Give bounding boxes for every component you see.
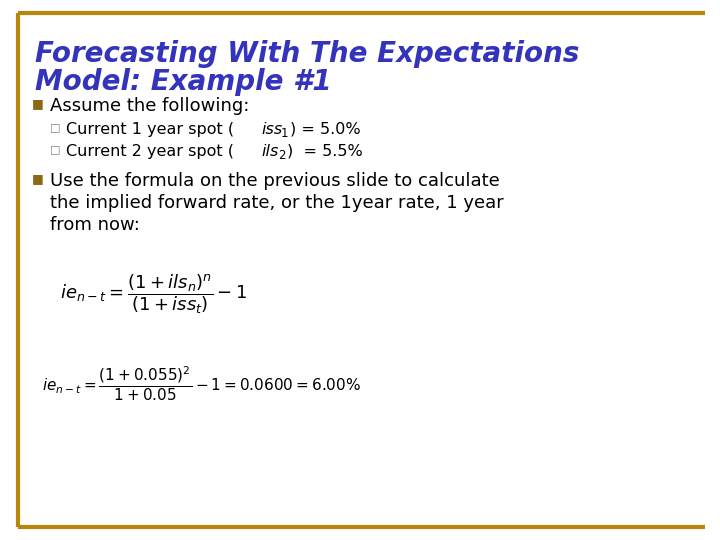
Text: □: □ <box>50 144 60 154</box>
Text: Current 1 year spot (: Current 1 year spot ( <box>66 122 234 137</box>
Text: Use the formula on the previous slide to calculate: Use the formula on the previous slide to… <box>50 172 500 190</box>
Text: □: □ <box>50 122 60 132</box>
Text: 2: 2 <box>278 149 286 162</box>
Text: iss: iss <box>261 122 282 137</box>
Text: )  = 5.5%: ) = 5.5% <box>287 144 363 159</box>
Text: $ie_{n-t} = \dfrac{(1+0.055)^2}{1+0.05} - 1 = 0.0600 = 6.00\%$: $ie_{n-t} = \dfrac{(1+0.055)^2}{1+0.05} … <box>42 365 361 403</box>
Text: Model: Example #1: Model: Example #1 <box>35 68 332 96</box>
Text: from now:: from now: <box>50 216 140 234</box>
Text: ils: ils <box>261 144 279 159</box>
Text: ■: ■ <box>32 172 44 185</box>
Text: the implied forward rate, or the 1year rate, 1 year: the implied forward rate, or the 1year r… <box>50 194 504 212</box>
Text: Forecasting With The Expectations: Forecasting With The Expectations <box>35 40 580 68</box>
Text: ) = 5.0%: ) = 5.0% <box>290 122 361 137</box>
Text: Current 2 year spot (: Current 2 year spot ( <box>66 144 234 159</box>
Text: Assume the following:: Assume the following: <box>50 97 249 115</box>
Text: 1: 1 <box>281 127 289 140</box>
Text: ■: ■ <box>32 97 44 110</box>
Text: $ie_{n-t} = \dfrac{(1 + ils_n)^n}{(1 + iss_t)} - 1$: $ie_{n-t} = \dfrac{(1 + ils_n)^n}{(1 + i… <box>60 272 247 316</box>
